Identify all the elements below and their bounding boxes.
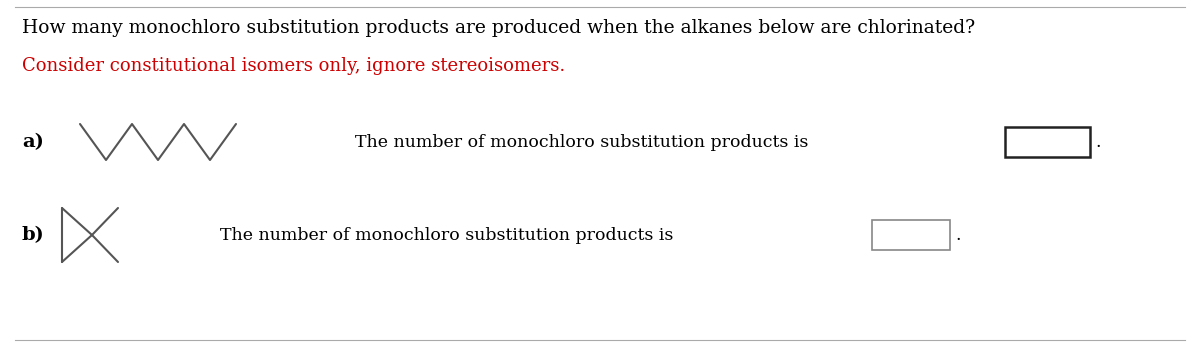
Text: Consider constitutional isomers only, ignore stereoisomers.: Consider constitutional isomers only, ig… [22, 57, 565, 75]
Text: How many monochloro substitution products are produced when the alkanes below ar: How many monochloro substitution product… [22, 19, 976, 37]
Text: .: . [1096, 134, 1100, 151]
Text: .: . [955, 227, 960, 244]
FancyBboxPatch shape [872, 220, 950, 250]
Text: The number of monochloro substitution products is: The number of monochloro substitution pr… [220, 227, 673, 244]
Text: a): a) [22, 133, 44, 151]
Text: b): b) [22, 226, 44, 244]
Text: The number of monochloro substitution products is: The number of monochloro substitution pr… [355, 134, 809, 151]
FancyBboxPatch shape [1006, 127, 1090, 157]
